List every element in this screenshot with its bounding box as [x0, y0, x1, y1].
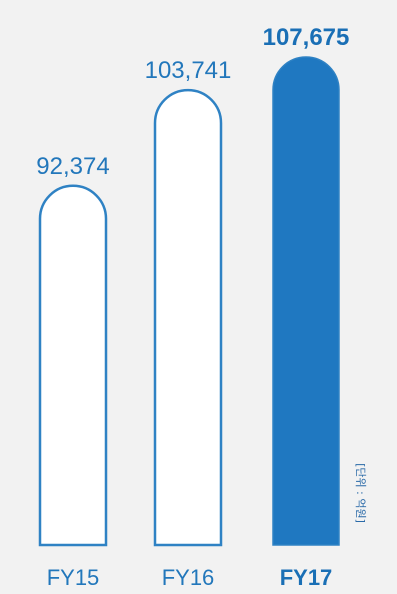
bar-fy16: [153, 88, 223, 547]
bar-fy17: [272, 56, 340, 546]
value-labels-group: 92,374 103,741 107,675: [36, 24, 349, 180]
unit-label: [단위 : 억원]: [354, 463, 367, 523]
value-label-fy15: 92,374: [36, 153, 109, 180]
value-label-fy17: 107,675: [263, 24, 350, 51]
category-label-fy15: FY15: [47, 565, 100, 590]
category-label-fy16: FY16: [162, 565, 215, 590]
category-label-fy17: FY17: [280, 565, 333, 590]
category-labels-group: FY15 FY16 FY17: [47, 565, 333, 590]
bar-fy15: [38, 184, 108, 547]
value-label-fy16: 103,741: [145, 57, 232, 84]
bars-group: [38, 56, 340, 547]
